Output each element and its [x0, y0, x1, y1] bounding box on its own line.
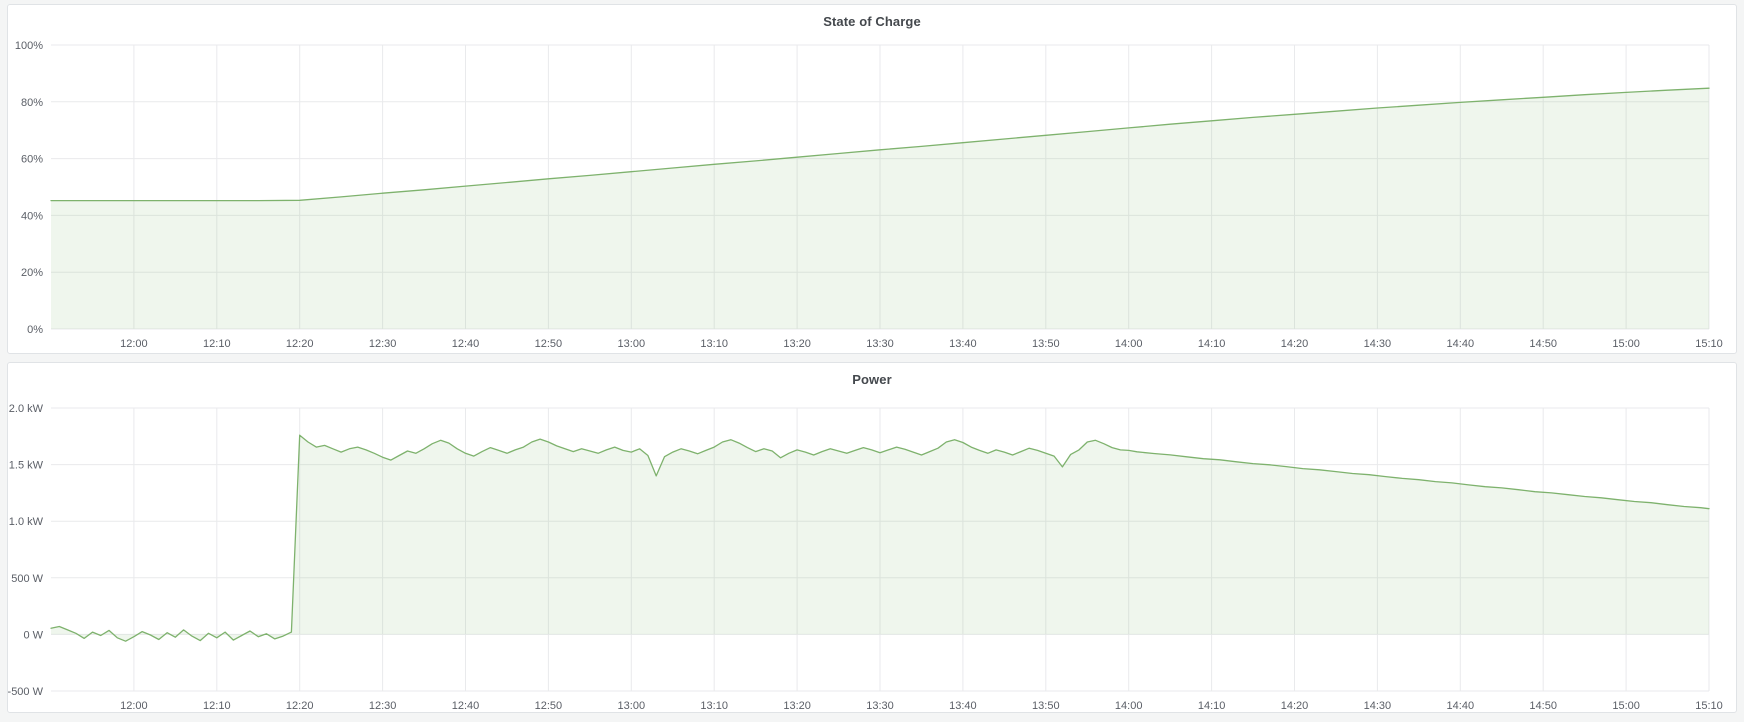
x-tick-label: 14:30	[1364, 700, 1392, 712]
x-tick-label: 14:10	[1198, 700, 1226, 712]
y-tick-label: 2.0 kW	[9, 403, 44, 415]
x-tick-label: 14:00	[1115, 700, 1143, 712]
x-tick-label: 14:20	[1281, 338, 1309, 350]
x-tick-label: 14:30	[1364, 338, 1392, 350]
x-tick-label: 14:20	[1281, 700, 1309, 712]
series-area	[51, 88, 1709, 329]
x-tick-label: 13:10	[700, 338, 728, 350]
x-tick-label: 13:40	[949, 338, 977, 350]
x-tick-label: 14:40	[1447, 700, 1475, 712]
power-panel-title[interactable]: Power	[852, 371, 892, 387]
x-tick-label: 14:50	[1529, 700, 1557, 712]
x-tick-label: 13:40	[949, 700, 977, 712]
y-tick-label: -500 W	[8, 686, 44, 698]
x-tick-label: 12:10	[203, 338, 231, 350]
series-area	[51, 435, 1709, 642]
x-tick-label: 13:50	[1032, 700, 1060, 712]
soc-panel: State of Charge 0% 20% 40% 60% 80% 100% 12:00 1…	[7, 4, 1737, 354]
x-tick-label: 13:00	[618, 338, 646, 350]
x-tick-label: 14:00	[1115, 338, 1143, 350]
x-tick-label: 13:10	[700, 700, 728, 712]
x-tick-label: 13:50	[1032, 338, 1060, 350]
x-tick-label: 12:50	[535, 700, 563, 712]
x-tick-label: 12:30	[369, 338, 397, 350]
y-tick-label: 100%	[15, 40, 43, 52]
x-tick-label: 12:40	[452, 338, 480, 350]
x-grid: 12:00 12:10 12:20 12:30 12:40 12:50 13:00 13:10…	[120, 45, 1723, 350]
x-tick-label: 12:00	[120, 338, 148, 350]
y-tick-label: 0 W	[23, 629, 43, 641]
x-grid: 12:00 12:10 12:20 12:30 12:40 12:50 13:00 13:10…	[120, 408, 1723, 712]
x-tick-label: 12:00	[120, 700, 148, 712]
x-tick-label: 12:20	[286, 338, 314, 350]
x-tick-label: 12:40	[452, 700, 480, 712]
series-line	[50, 87, 1710, 202]
y-tick-label: 40%	[21, 210, 43, 222]
x-tick-label: 12:30	[369, 700, 397, 712]
x-tick-label: 14:10	[1198, 338, 1226, 350]
x-tick-label: 14:40	[1447, 338, 1475, 350]
x-tick-label: 12:10	[203, 700, 231, 712]
x-tick-label: 12:20	[286, 700, 314, 712]
soc-panel-title[interactable]: State of Charge	[823, 13, 921, 29]
x-tick-label: 15:10	[1695, 338, 1723, 350]
y-tick-label: 500 W	[11, 573, 43, 585]
x-tick-label: 15:00	[1612, 338, 1640, 350]
x-tick-label: 13:20	[783, 700, 811, 712]
series-line	[50, 434, 1710, 642]
y-tick-label: 1.0 kW	[9, 516, 44, 528]
x-tick-label: 14:50	[1529, 338, 1557, 350]
y-tick-label: 1.5 kW	[9, 460, 44, 472]
soc-panel-header: State of Charge	[8, 5, 1736, 33]
x-tick-label: 13:20	[783, 338, 811, 350]
y-tick-label: 60%	[21, 154, 43, 166]
x-tick-label: 13:30	[866, 700, 894, 712]
x-tick-label: 13:30	[866, 338, 894, 350]
y-tick-label: 80%	[21, 97, 43, 109]
x-tick-label: 15:00	[1612, 700, 1640, 712]
x-tick-label: 13:00	[618, 700, 646, 712]
y-tick-label: 20%	[21, 267, 43, 279]
power-panel-header: Power	[8, 363, 1736, 391]
y-tick-label: 0%	[27, 324, 43, 336]
x-tick-label: 12:50	[535, 338, 563, 350]
power-panel: Power -500 W 0 W 500 W 1.0 kW 1.5 kW 2.0 kW 12…	[7, 362, 1737, 713]
x-tick-label: 15:10	[1695, 700, 1723, 712]
soc-chart[interactable]: 0%20%40%60%80%100%12:00 12:10 12:20 12:30 12…	[8, 33, 1736, 353]
